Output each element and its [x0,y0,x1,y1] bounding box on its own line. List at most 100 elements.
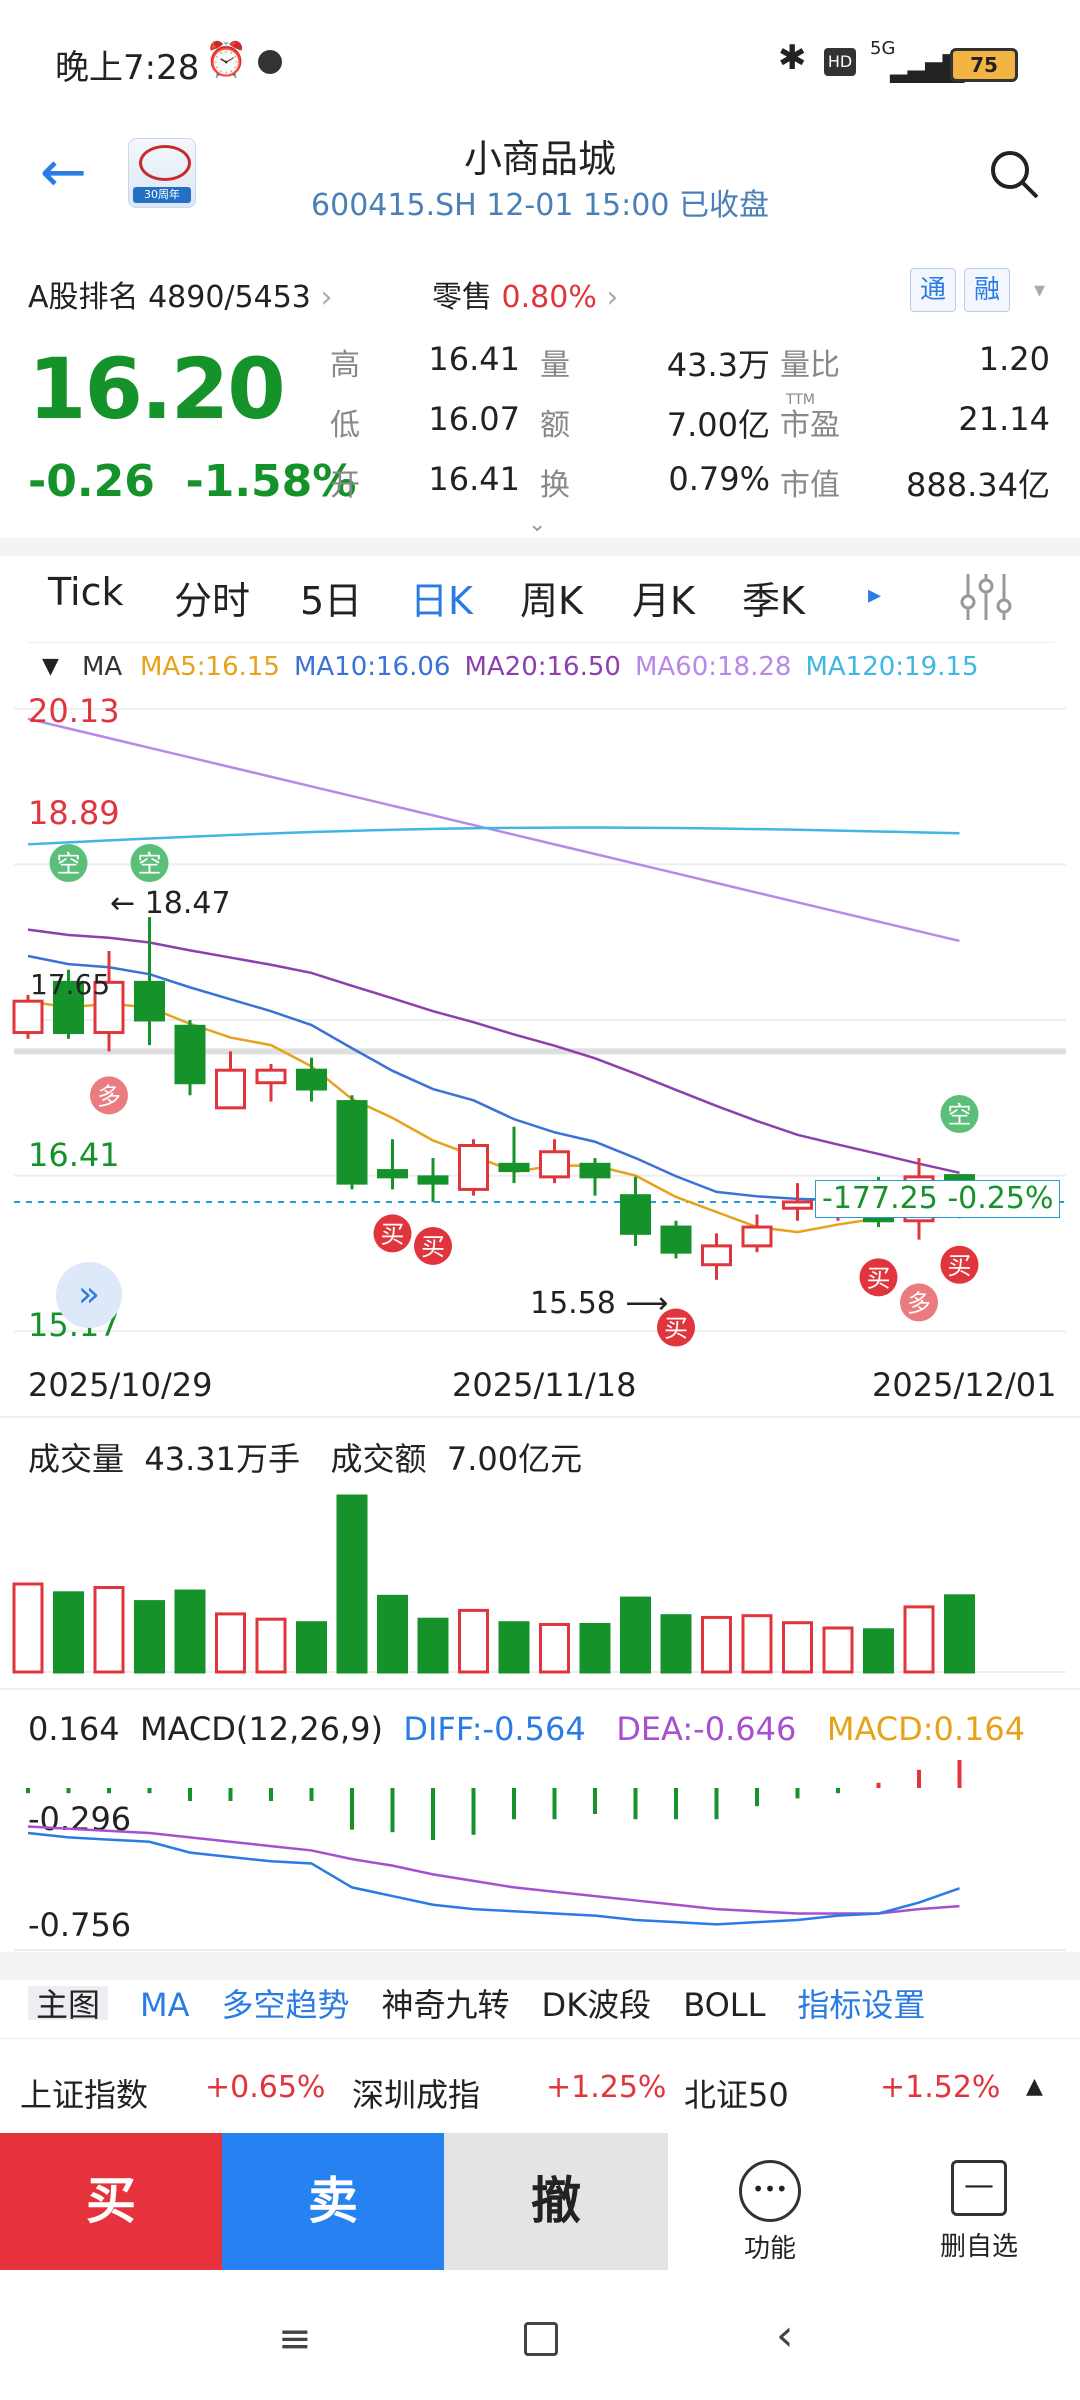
search-icon[interactable] [988,148,1040,200]
sell-button[interactable]: 卖 [222,2133,444,2270]
indicator-tab[interactable]: MA [140,1986,190,2020]
quote-value: 43.3万 [666,346,770,384]
candle-body [377,1169,408,1179]
short-signal-icon-pin [940,1095,979,1134]
indicator-tab[interactable]: 主图 [28,1986,109,2020]
back-nav-icon[interactable]: ‹ [776,2310,794,2361]
more-tabs-icon[interactable]: ▸ [868,580,882,610]
buy-signal-icon-pin [414,1226,452,1265]
buy-signal-icon-pin [657,1308,695,1347]
home-icon[interactable] [524,2322,558,2356]
ma60-line [27,717,960,943]
indicator-tab[interactable]: 指标设置 [797,1986,926,2020]
chart-settings-icon[interactable] [958,570,1014,624]
company-logo: 30周年 [128,138,196,208]
candle [620,1176,651,1246]
volume-bar [903,1605,935,1674]
buy-button[interactable]: 买 [0,2133,222,2270]
volume-bar [336,1494,368,1674]
separator [0,538,1080,556]
candle [417,1158,449,1202]
sector-retail[interactable]: 零售 0.80% › [432,280,619,315]
date-end: 2025/12/01 [872,1366,1057,1404]
macd-histogram-bar [917,1769,921,1788]
expand-down-icon[interactable]: ⌄ [528,512,547,537]
index-sz-value: +1.25% [546,2070,667,2105]
volume-chart[interactable] [0,1480,1080,1680]
macd-histogram-bar [795,1788,800,1799]
ma-legend-item: MA20:16.50 [464,652,621,682]
expand-sidebar-icon[interactable]: » [56,1262,122,1328]
buy-signal-icon: 买 [657,1308,695,1347]
buy-signal-icon: 买 [414,1226,452,1265]
quote-value: 16.07 [428,400,520,438]
short-signal-icon-pin [130,844,169,883]
volume-bar [377,1594,408,1674]
tab-3[interactable]: 日K [410,579,473,623]
indicator-tab[interactable]: 多空趋势 [221,1986,350,2020]
tab-1[interactable]: 分时 [174,579,251,623]
candle-body [660,1225,692,1254]
tab-0[interactable]: Tick [48,570,124,614]
indicator-tab[interactable]: BOLL [683,1986,766,2020]
quote-value: 16.41 [428,460,520,498]
candle [701,1233,732,1280]
cursor-label: -177.25 -0.25% [815,1180,1061,1218]
buy-signal-icon-text: 买 [867,1264,891,1292]
volume-bar [701,1615,732,1674]
buy-signal-icon-text: 买 [421,1233,445,1261]
back-arrow-icon[interactable]: ← [40,140,87,205]
indicator-tab[interactable]: 神奇九转 [381,1986,510,2020]
ma-label: MA [82,652,123,682]
candle [660,1220,692,1259]
connect-badge[interactable]: 通 [910,268,956,312]
candlestick-chart[interactable]: 空空空多买 买买买 买多 [0,680,1080,1360]
volume-bar [134,1600,165,1674]
candle-body [215,1068,246,1110]
notification-icon [258,50,282,74]
cancel-order-button[interactable]: 撤 [444,2133,668,2270]
macd-chart[interactable] [0,1760,1080,1960]
macd-histogram-bar [188,1788,192,1801]
ma-toggle-icon[interactable]: ▼ [42,654,59,679]
function-button[interactable]: ••• 功能 [720,2160,820,2265]
expand-caret-icon[interactable]: ▾ [1034,278,1046,303]
macd-histogram-bar [228,1788,233,1801]
candle-body [134,980,165,1022]
tab-5[interactable]: 月K [632,579,695,623]
margin-badge[interactable]: 融 [964,268,1010,312]
chart-tabs [28,556,1054,643]
volume-bar [822,1626,854,1674]
a-share-rank[interactable]: A股排名 4890/5453 › [28,280,333,315]
volume-bar [741,1614,773,1674]
quote-key: 低 [330,408,360,443]
quote-value: 888.34亿 [906,466,1050,504]
quote-key: 市盈 [780,408,840,443]
candle-body [93,980,125,1035]
clock: 晚上7:28 [55,48,200,88]
long-signal-icon-text: 多 [907,1289,931,1317]
tab-6[interactable]: 季K [742,579,805,623]
candle-body [296,1068,327,1091]
ma-legend-item: MA60:18.28 [634,652,792,682]
collapse-up-icon[interactable]: ▲ [1026,2074,1043,2099]
remove-watchlist-button[interactable]: — 删自选 [924,2160,1034,2263]
tab-4[interactable]: 周K [520,579,583,623]
indicator-tab[interactable]: DK波段 [541,1986,652,2020]
tab-2[interactable]: 5日 [300,579,363,623]
bluetooth-icon: ✱ [778,38,807,78]
macd-histogram-bar [390,1788,395,1833]
macd-histogram-bar [309,1788,314,1801]
quote-key: 量比 [780,348,840,383]
macd-histogram-bar [431,1788,435,1840]
index-bar[interactable] [0,2038,1080,2139]
volume-bar [579,1622,611,1674]
long-signal-icon: 多 [90,1076,128,1115]
candle [12,994,44,1039]
macd-histogram-bar [714,1788,719,1820]
candle [458,1139,489,1196]
buy-signal-icon-pin [859,1258,898,1297]
candle-body [417,1175,449,1185]
menu-icon[interactable]: ≡ [278,2316,312,2362]
candle-body [741,1225,773,1248]
